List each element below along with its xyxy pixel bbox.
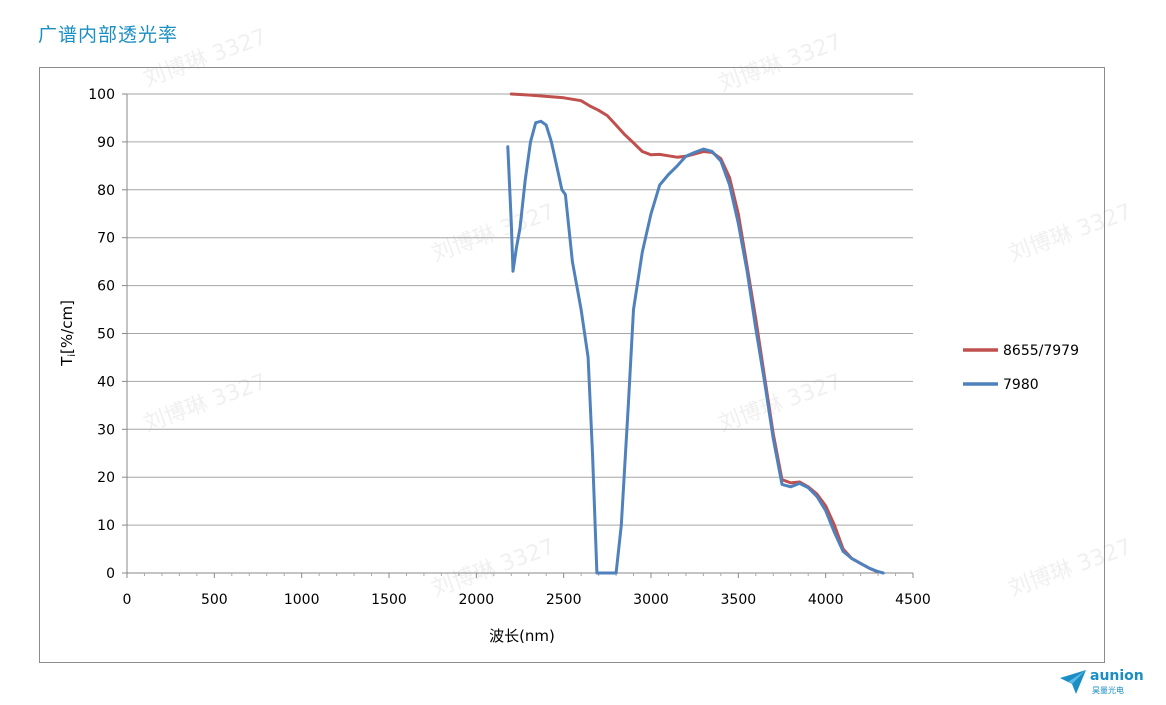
logo-subtext: 昊量光电 (1092, 686, 1124, 695)
y-tick-label: 100 (88, 87, 115, 103)
y-tick-label: 30 (97, 422, 115, 438)
x-tick-label: 4000 (808, 592, 844, 608)
grid-lines (127, 93, 913, 574)
x-tick-label: 500 (201, 592, 228, 608)
y-tick-label: 80 (97, 183, 115, 199)
legend-label: 8655/7979 (1003, 343, 1079, 359)
page-title: 广谱内部透光率 (38, 24, 179, 46)
series-lines (506, 92, 885, 575)
legend-label: 7980 (1003, 377, 1039, 393)
y-tick-label: 0 (106, 566, 115, 582)
paper-plane-icon (1060, 670, 1086, 694)
chart-frame (39, 67, 1105, 663)
x-tick-label: 0 (123, 592, 132, 608)
x-tick-label: 1000 (284, 592, 320, 608)
x-tick-label: 3500 (721, 592, 757, 608)
x-tick-label: 4500 (895, 592, 931, 608)
y-tick-label: 40 (97, 374, 115, 390)
x-tick-label: 3000 (633, 592, 669, 608)
x-tick-label: 2000 (459, 592, 495, 608)
y-axis-label: Ti[%/cm] (58, 300, 78, 367)
series-line-7980 (506, 119, 885, 575)
x-tick-label: 1500 (371, 592, 407, 608)
x-axis-label: 波长(nm) (489, 627, 555, 645)
legend: 8655/7979 7980 (963, 343, 1079, 393)
y-tick-label: 70 (97, 231, 115, 247)
logo-text: aunion (1090, 668, 1144, 684)
y-tick-label: 10 (97, 518, 115, 534)
aunion-logo: aunion 昊量光电 (1058, 668, 1158, 698)
y-tick-label: 20 (97, 470, 115, 486)
x-tick-label: 2500 (546, 592, 582, 608)
y-tick-label: 60 (97, 279, 115, 295)
y-tick-label: 50 (97, 327, 115, 343)
y-tick-label: 90 (97, 135, 115, 151)
